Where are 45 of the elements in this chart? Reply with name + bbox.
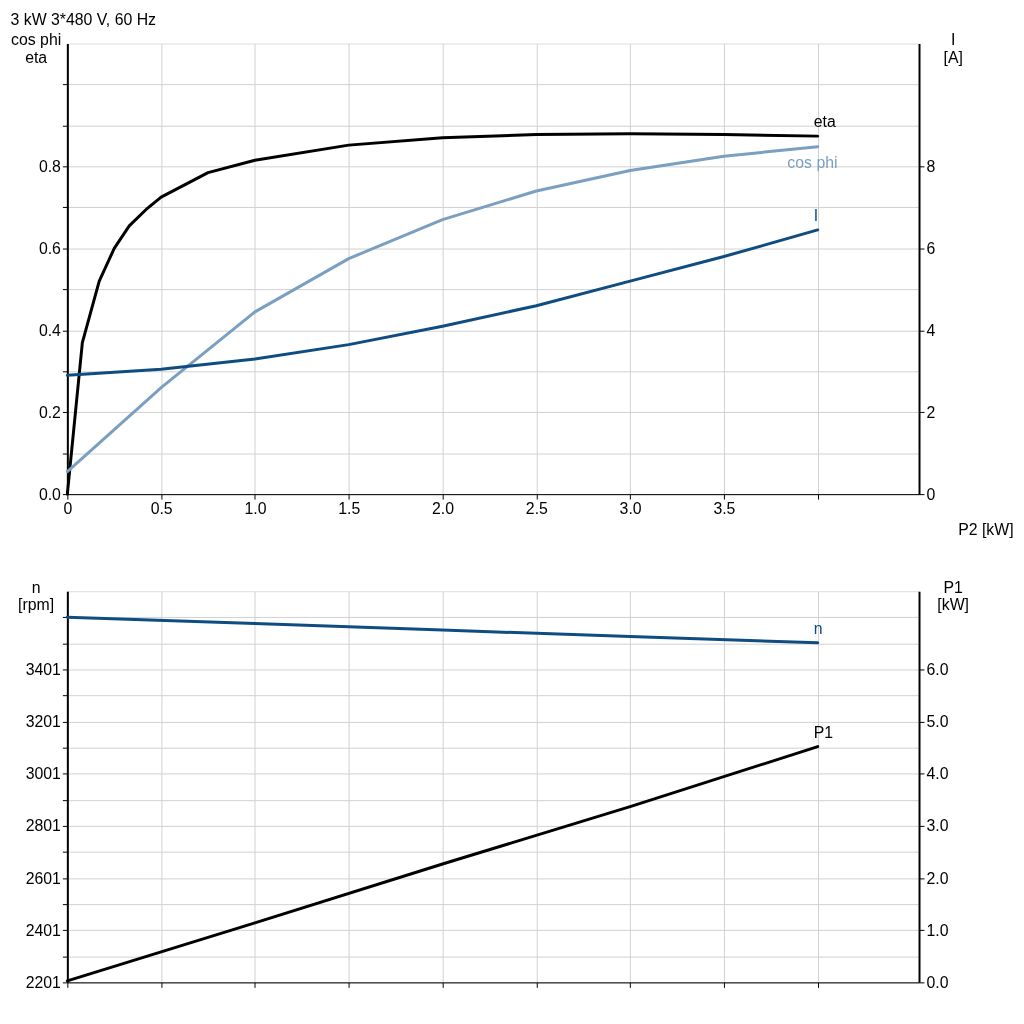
y2-axis-title: I [A] — [943, 31, 963, 66]
y-tick-label: 2401 — [25, 921, 62, 939]
y2-tick-label: 8 — [926, 157, 936, 175]
y-tick-label: 2801 — [25, 817, 62, 835]
x-tick-label: 0.5 — [150, 500, 173, 518]
series-label: I — [813, 207, 819, 225]
y2-tick-label: 4 — [926, 321, 936, 339]
series-label: eta — [813, 113, 836, 131]
y-tick-label: 2601 — [25, 869, 62, 887]
line-series — [65, 615, 820, 645]
y2-tick-label: 0.0 — [926, 973, 949, 991]
y2-tick-label: 5.0 — [926, 713, 949, 731]
x-tick-label: 2.0 — [432, 500, 455, 518]
x-tick-label: 3.5 — [713, 500, 736, 518]
x-tick-label: 1.0 — [244, 500, 267, 518]
x-tick-label: 1.5 — [338, 500, 361, 518]
x-tick-label: 0 — [63, 500, 73, 518]
y2-tick-label: 2.0 — [926, 869, 949, 887]
series-label: n — [813, 619, 823, 637]
y-tick-label: 0.6 — [38, 239, 62, 257]
y2-tick-label: 6.0 — [926, 660, 949, 678]
y-tick-label: 0.8 — [38, 157, 62, 175]
y-tick-label: 2201 — [25, 973, 62, 991]
y-tick-label: 3201 — [25, 713, 62, 731]
line-series — [65, 228, 820, 377]
x-tick-label: 3.0 — [619, 500, 642, 518]
y-axis-title: cos phi eta — [11, 31, 62, 66]
y-tick-label: 0.0 — [38, 485, 62, 503]
y2-axis-title: P1 [kW] — [937, 578, 970, 614]
y-tick-label: 3001 — [25, 765, 62, 783]
x-axis-title: P2 [kW] — [958, 521, 1014, 539]
y2-tick-label: 2 — [926, 403, 936, 421]
y2-tick-label: 4.0 — [926, 765, 949, 783]
y-tick-label: 0.4 — [38, 321, 62, 339]
y-tick-label: 3401 — [25, 660, 62, 678]
x-tick-label: 2.5 — [525, 500, 549, 518]
y-tick-label: 0.2 — [38, 403, 61, 421]
series-label: P1 — [813, 723, 834, 741]
chart-title: 3 kW 3*480 V, 60 Hz — [10, 10, 157, 28]
series-label: cos phi — [787, 153, 838, 171]
y2-tick-label: 3.0 — [926, 817, 949, 835]
y2-tick-label: 1.0 — [926, 921, 949, 939]
y-axis-title: n [rpm] — [18, 578, 55, 614]
y2-tick-label: 0 — [926, 485, 936, 503]
y2-tick-label: 6 — [926, 239, 936, 257]
